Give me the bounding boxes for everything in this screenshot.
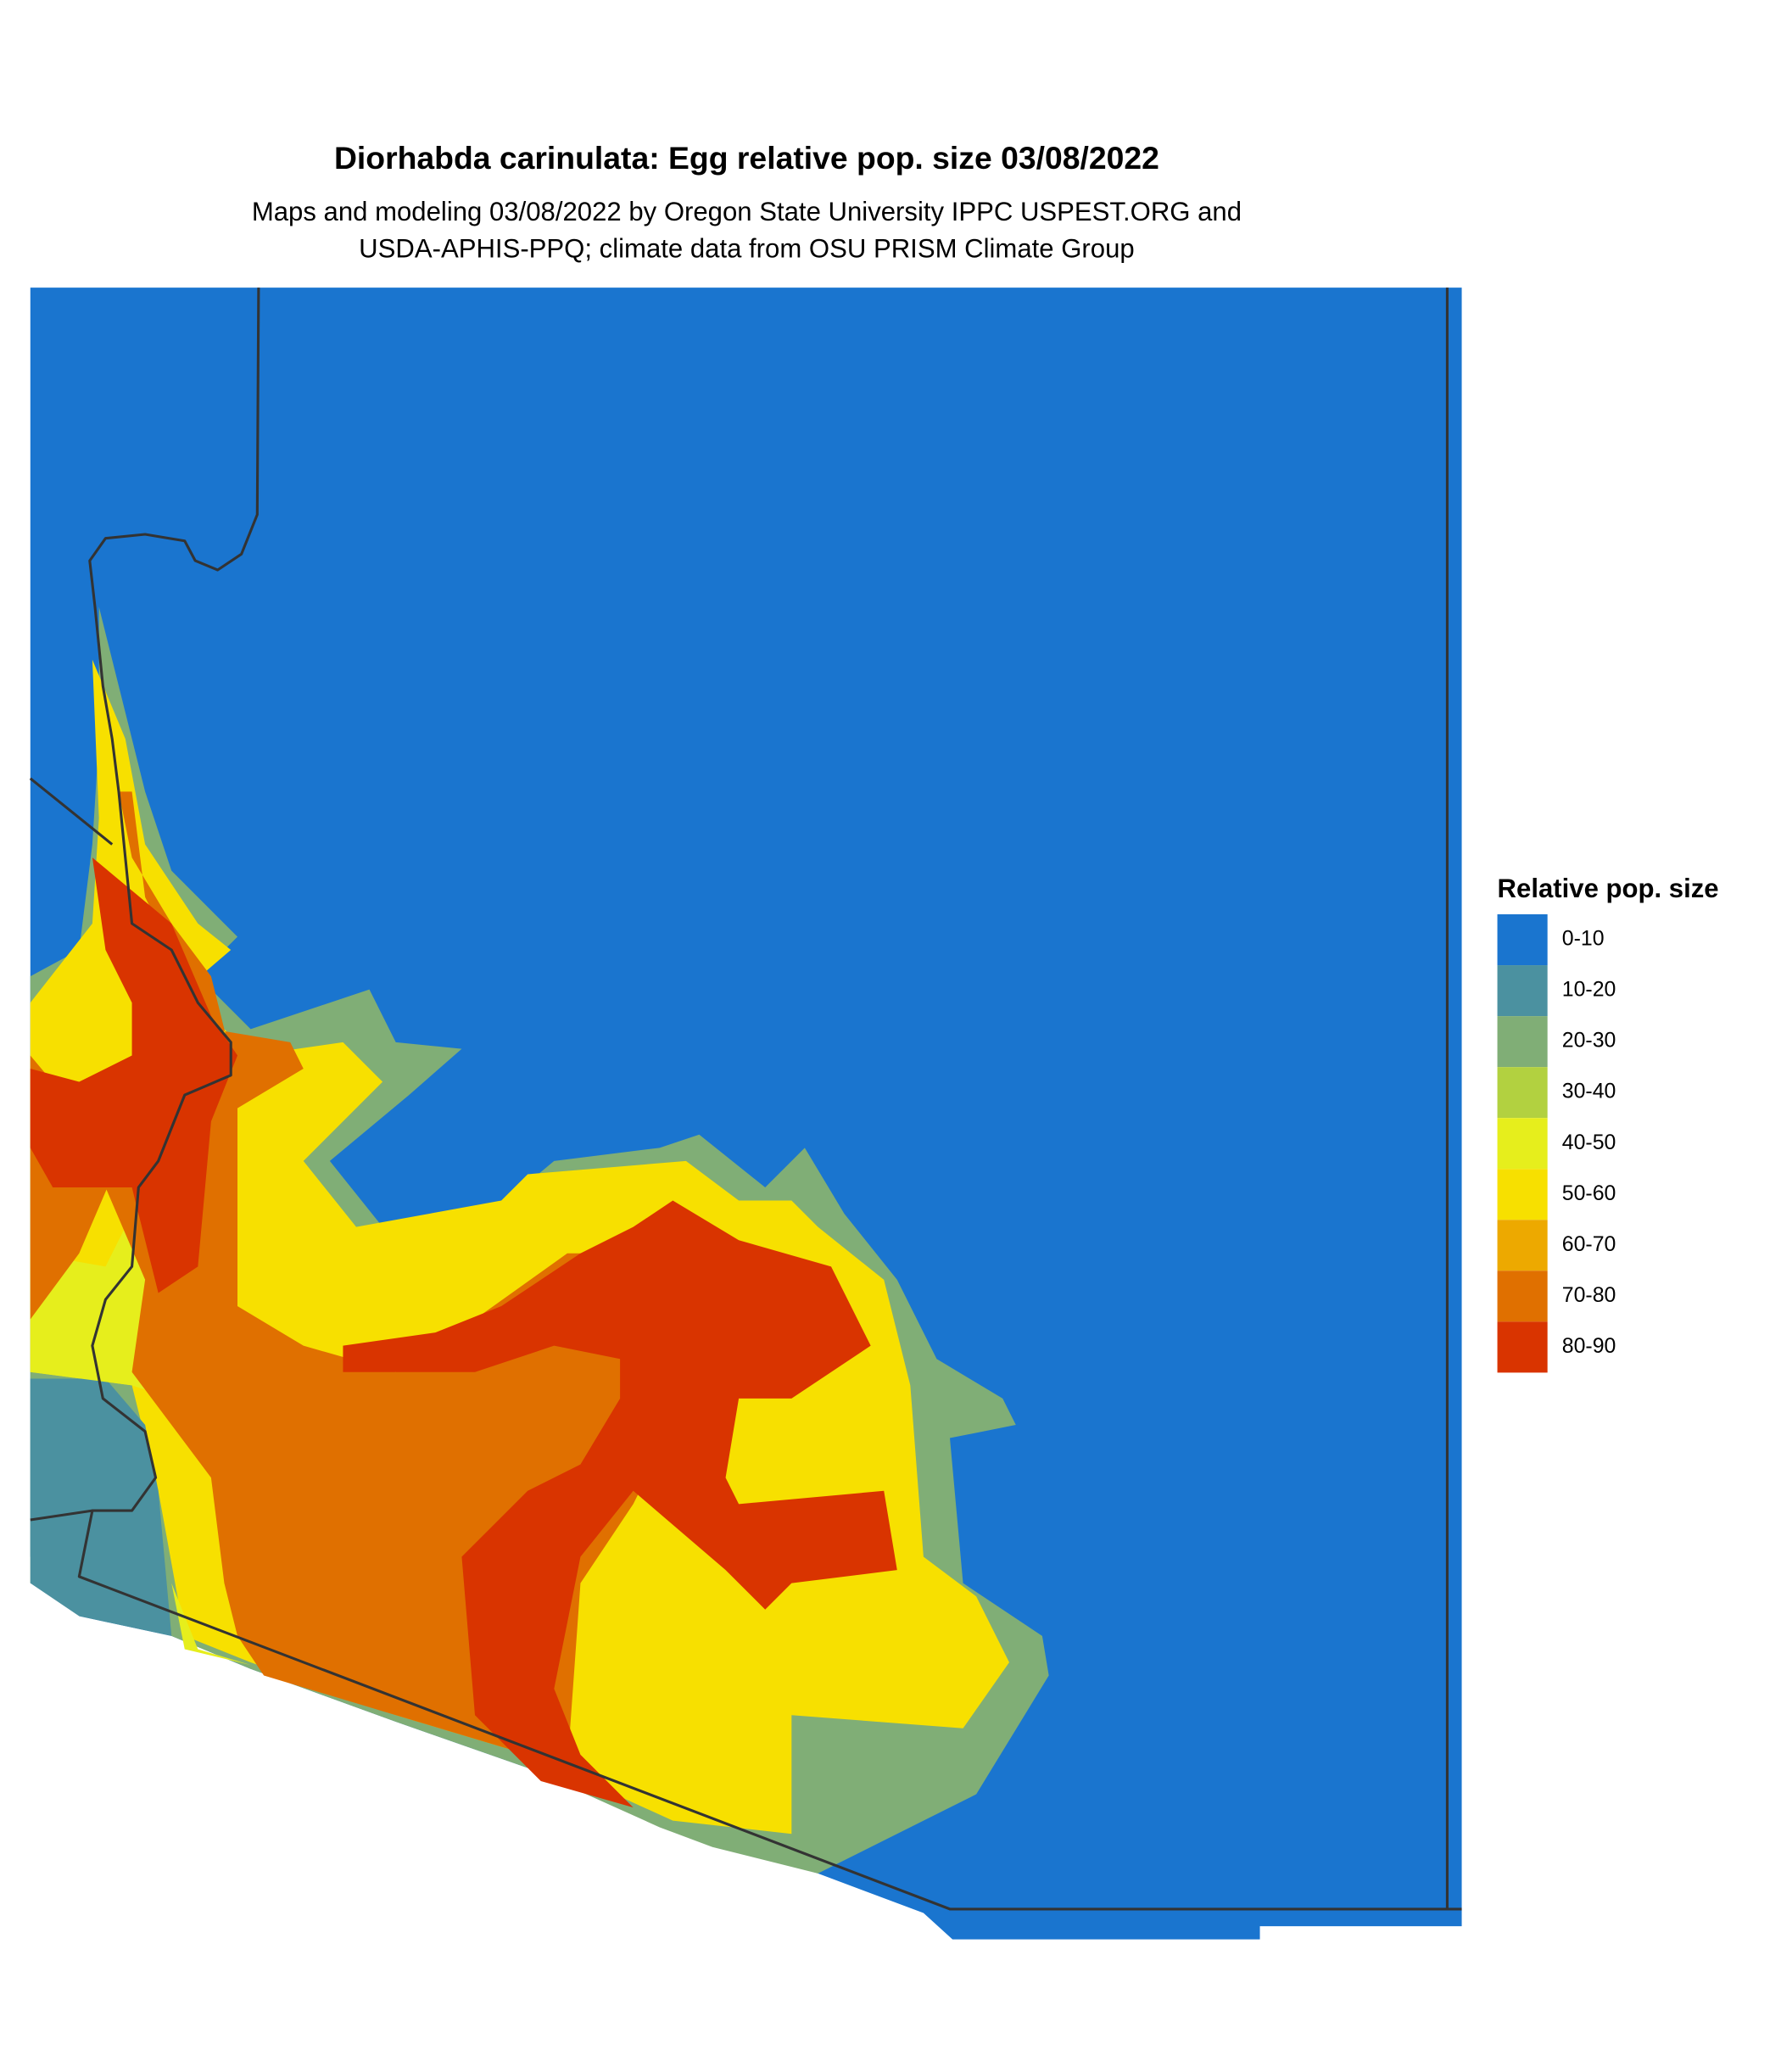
legend-label: 80-90 bbox=[1562, 1334, 1616, 1358]
region-80-90 bbox=[343, 1200, 897, 1808]
legend-swatch bbox=[1497, 1220, 1548, 1271]
state-border bbox=[77, 288, 1462, 1911]
legend-swatch bbox=[1497, 1016, 1548, 1068]
state-border bbox=[29, 777, 114, 846]
region-80-90 bbox=[30, 857, 238, 1293]
legend-label: 60-70 bbox=[1562, 1232, 1616, 1256]
legend-swatch bbox=[1497, 1118, 1548, 1170]
title: Diorhabda carinulata: Egg relative pop. … bbox=[334, 140, 1159, 176]
legend-label: 40-50 bbox=[1562, 1131, 1616, 1154]
legend-swatch bbox=[1497, 1169, 1548, 1220]
map bbox=[29, 288, 1462, 1940]
legend-label: 20-30 bbox=[1562, 1029, 1616, 1053]
subtitle: USDA-APHIS-PPQ; climate data from OSU PR… bbox=[359, 233, 1135, 263]
legend-swatch bbox=[1497, 914, 1548, 966]
region-10-20 bbox=[30, 1378, 172, 1636]
legend: 0-10 10-20 20-30 30-40 40-50 50-60 60-70 70-80 8… bbox=[1497, 914, 1616, 1373]
legend-label: 30-40 bbox=[1562, 1080, 1616, 1103]
legend-swatch bbox=[1497, 965, 1548, 1017]
legend-label: 70-80 bbox=[1562, 1283, 1616, 1307]
region-40-50 bbox=[171, 1583, 251, 1666]
legend-label: 0-10 bbox=[1562, 927, 1605, 951]
subtitle: Maps and modeling 03/08/2022 by Oregon S… bbox=[252, 197, 1242, 226]
legend-swatch bbox=[1497, 1067, 1548, 1119]
legend-label: 10-20 bbox=[1562, 978, 1616, 1002]
legend-label: 50-60 bbox=[1562, 1181, 1616, 1205]
state-border bbox=[30, 1509, 93, 1522]
legend-swatch bbox=[1497, 1271, 1548, 1322]
legend-swatch bbox=[1497, 1321, 1548, 1373]
legend-title: Relative pop. size bbox=[1498, 874, 1719, 903]
